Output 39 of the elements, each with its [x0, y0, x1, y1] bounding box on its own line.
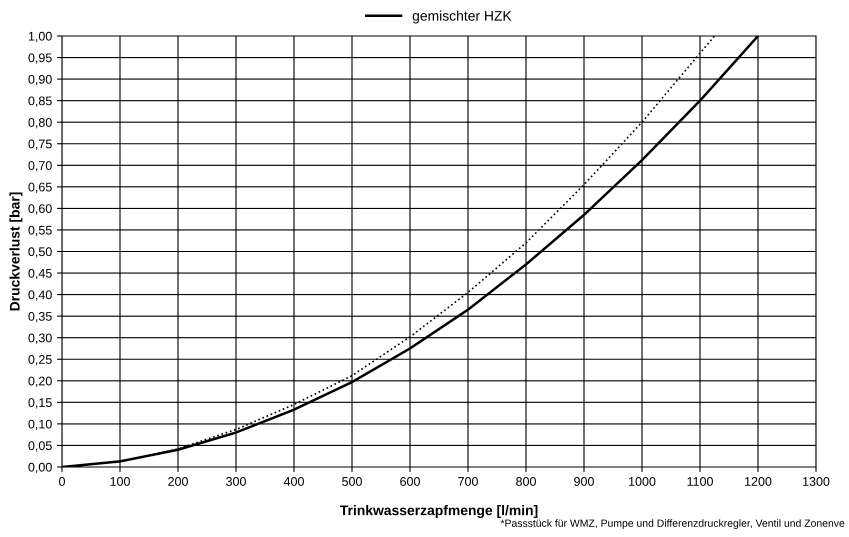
y-tick-label: 0,75	[28, 140, 52, 150]
y-tick-label: 0,90	[28, 74, 52, 86]
x-tick-label: 800	[516, 477, 536, 486]
x-tick-label: 600	[400, 477, 420, 486]
x-tick-label: 900	[574, 477, 594, 486]
y-tick-label: 0,55	[28, 226, 52, 236]
y-tick-label: 0,70	[28, 161, 52, 172]
y-tick-label: 0,50	[28, 247, 52, 258]
x-tick-label: 300	[226, 477, 246, 486]
y-tick-label: 0,30	[28, 334, 52, 344]
legend-label: gemischter HZK	[412, 10, 512, 24]
y-tick-label: 0,40	[28, 290, 52, 301]
y-tick-label: 0,25	[28, 355, 52, 366]
y-tick-label: 0,60	[28, 204, 52, 215]
y-tick-label: 0,80	[28, 118, 52, 128]
y-tick-label: 0,85	[28, 96, 52, 107]
y-tick-label: 0,20	[28, 376, 52, 387]
y-axis-title: Druckverlust [bar]	[9, 192, 22, 310]
x-tick-label: 100	[110, 477, 130, 486]
y-tick-label: 0,00	[28, 462, 52, 474]
x-tick-label: 500	[342, 477, 362, 486]
x-tick-label: 1300	[803, 477, 830, 486]
y-tick-label: 0,45	[28, 268, 52, 280]
x-tick-label: 700	[458, 477, 478, 486]
x-tick-label: 200	[168, 477, 188, 486]
x-tick-label: 400	[284, 477, 304, 486]
x-tick-label: 1100	[688, 477, 713, 486]
x-axis-title: Trinkwasserzapfmenge [l/min]	[340, 505, 538, 518]
x-tick-label: 1000	[629, 477, 656, 486]
x-tick-label: 1200	[745, 477, 772, 486]
y-tick-label: 0,15	[28, 398, 52, 408]
y-tick-label: 1,00	[28, 32, 52, 42]
y-tick-label: 0,10	[28, 420, 52, 430]
y-tick-label: 0,95	[28, 53, 52, 64]
y-tick-label: 0,35	[28, 312, 52, 322]
y-tick-label: 0,65	[28, 182, 52, 193]
x-tick-label: 0	[59, 477, 65, 486]
y-tick-label: 0,05	[28, 441, 52, 452]
text: *Passstück für WMZ, Pumpe und Differenzdruckregler, Ventil und Zonenve	[500, 519, 844, 529]
